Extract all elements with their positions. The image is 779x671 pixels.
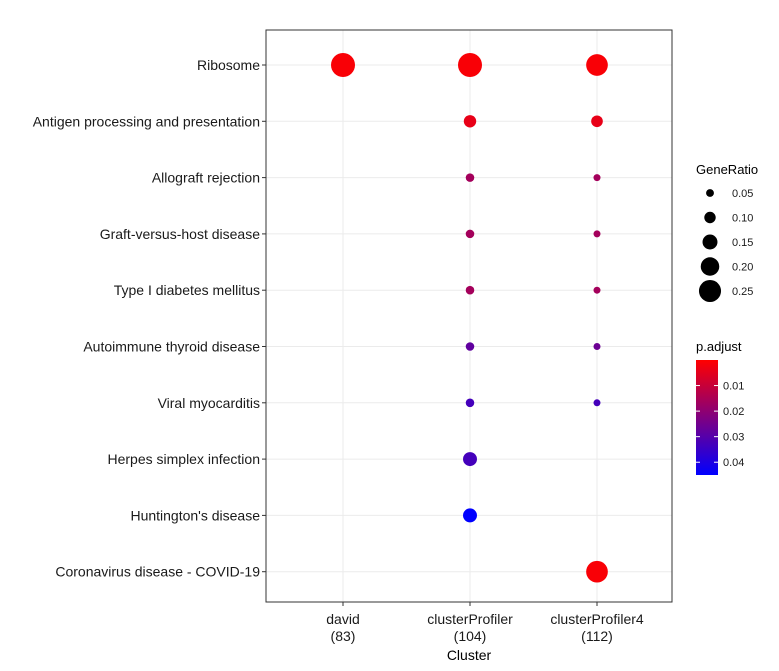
data-point: [463, 452, 477, 467]
x-tick-label: david: [326, 611, 359, 627]
size-legend-key: [704, 211, 716, 224]
x-tick-label: clusterProfiler: [427, 611, 513, 627]
y-tick-label: Ribosome: [197, 57, 260, 73]
data-point: [463, 508, 477, 523]
x-axis-title: Cluster: [447, 647, 492, 663]
color-legend-bar: [696, 360, 718, 475]
data-point: [586, 560, 608, 583]
data-point: [593, 174, 601, 182]
data-point: [465, 398, 475, 408]
size-legend-key: [698, 279, 722, 303]
data-point: [593, 286, 601, 294]
y-tick-label: Allograft rejection: [152, 170, 260, 186]
size-legend-label: 0.05: [732, 188, 753, 200]
size-legend-label: 0.10: [732, 213, 753, 225]
data-point: [593, 230, 601, 238]
y-tick-label: Viral myocarditis: [158, 395, 260, 411]
x-tick-count: (83): [331, 628, 356, 644]
size-legend-label: 0.15: [732, 237, 753, 249]
y-tick-label: Autoimmune thyroid disease: [83, 339, 260, 355]
data-point: [458, 53, 482, 77]
data-point: [593, 343, 601, 350]
y-tick-label: Huntington's disease: [130, 507, 260, 523]
y-tick-label: Graft-versus-host disease: [100, 226, 260, 242]
plot-panel-border: [265, 29, 673, 603]
x-tick-count: (104): [454, 628, 487, 644]
data-point: [331, 53, 355, 77]
size-legend-key: [702, 234, 718, 250]
size-legend-key: [706, 189, 714, 197]
y-tick-label: Antigen processing and presentation: [33, 113, 260, 129]
data-point: [463, 115, 477, 128]
color-legend-label: 0.03: [723, 432, 744, 444]
y-tick-label: Type I diabetes mellitus: [114, 282, 260, 298]
data-point: [465, 342, 475, 351]
size-legend-key: [700, 257, 720, 276]
data-point: [465, 173, 475, 182]
x-tick-count: (112): [581, 628, 613, 644]
size-legend-label: 0.25: [732, 286, 753, 298]
x-tick-label: clusterProfiler4: [550, 611, 644, 627]
color-legend-label: 0.04: [723, 457, 744, 469]
y-tick-label: Coronavirus disease - COVID-19: [55, 564, 260, 580]
y-tick-label: Herpes simplex infection: [107, 451, 260, 467]
data-point: [586, 54, 608, 76]
data-point: [593, 399, 601, 407]
size-legend-title: GeneRatio: [696, 162, 758, 177]
color-legend-label: 0.01: [723, 381, 744, 393]
color-legend-label: 0.02: [723, 406, 744, 418]
data-point: [465, 229, 475, 239]
size-legend-label: 0.20: [732, 262, 753, 274]
color-legend-title: p.adjust: [696, 339, 742, 354]
data-point: [591, 115, 603, 128]
data-point: [465, 285, 475, 295]
